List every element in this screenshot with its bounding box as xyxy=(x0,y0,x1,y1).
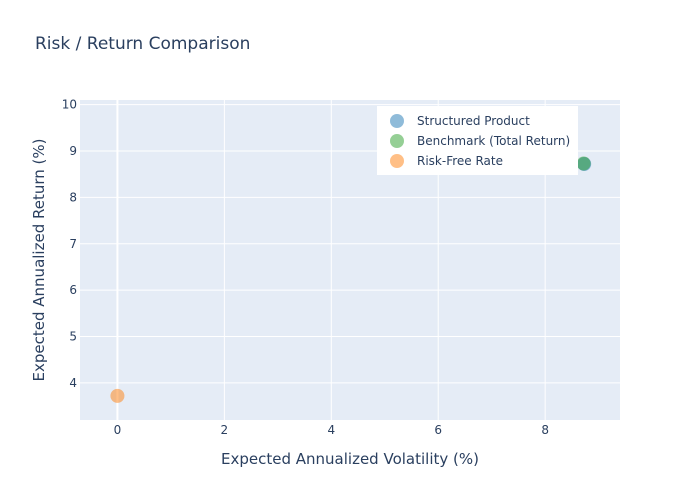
y-tick-label: 8 xyxy=(69,190,77,204)
y-axis-title: Expected Annualized Return (%) xyxy=(30,139,48,382)
y-tick-label: 5 xyxy=(69,330,77,344)
y-tick-label: 6 xyxy=(69,283,77,297)
x-tick-label: 8 xyxy=(541,423,549,437)
y-tick-label: 9 xyxy=(69,144,77,158)
tick-layer: 0 2 4 6 8 4 5 6 7 8 9 10 xyxy=(62,98,549,437)
legend-background xyxy=(377,106,578,175)
y-tick-label: 10 xyxy=(62,98,77,112)
legend-marker xyxy=(390,154,404,168)
point-layer xyxy=(110,156,592,403)
x-tick-label: 4 xyxy=(327,423,335,437)
legend-item[interactable]: Risk-Free Rate xyxy=(390,154,503,168)
y-tick-label: 7 xyxy=(69,237,77,251)
legend-item[interactable]: Benchmark (Total Return) xyxy=(390,134,570,148)
x-tick-label: 0 xyxy=(114,423,122,437)
x-tick-label: 6 xyxy=(434,423,442,437)
legend-label: Structured Product xyxy=(417,114,530,128)
legend-label: Benchmark (Total Return) xyxy=(417,134,570,148)
x-tick-label: 2 xyxy=(221,423,229,437)
y-tick-label: 4 xyxy=(69,376,77,390)
data-point[interactable] xyxy=(576,156,591,171)
chart-title: Risk / Return Comparison xyxy=(35,34,250,54)
legend-marker xyxy=(390,114,404,128)
legend[interactable]: Structured Product Benchmark (Total Retur… xyxy=(377,106,578,175)
data-point[interactable] xyxy=(110,388,125,403)
legend-marker xyxy=(390,134,404,148)
legend-label: Risk-Free Rate xyxy=(417,154,503,168)
legend-item[interactable]: Structured Product xyxy=(390,114,530,128)
x-axis-title: Expected Annualized Volatility (%) xyxy=(221,450,479,468)
